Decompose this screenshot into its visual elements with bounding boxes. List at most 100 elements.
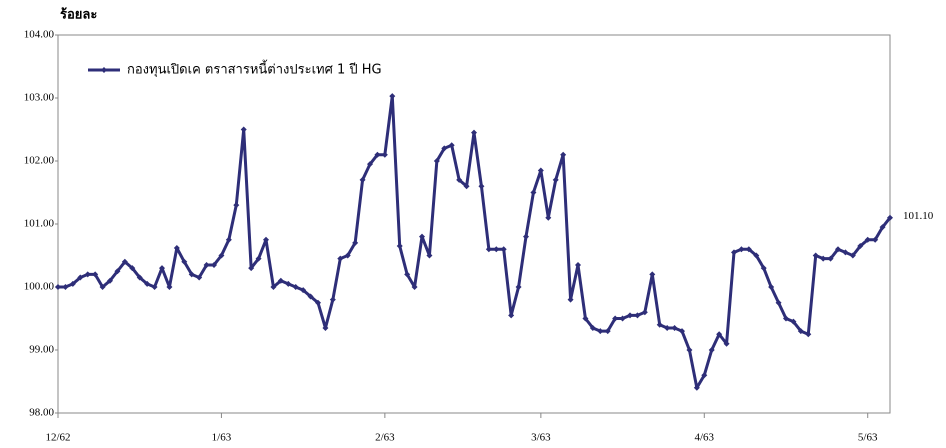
legend-marker bbox=[101, 67, 107, 73]
point-marker bbox=[166, 284, 173, 290]
point-marker bbox=[107, 277, 113, 284]
point-marker bbox=[493, 246, 500, 253]
point-marker bbox=[315, 299, 321, 306]
point-marker bbox=[745, 246, 752, 253]
point-marker bbox=[716, 331, 723, 338]
point-marker bbox=[619, 315, 626, 322]
point-marker bbox=[515, 284, 522, 290]
point-marker bbox=[240, 126, 247, 133]
point-marker bbox=[790, 318, 797, 325]
plot-frame bbox=[57, 34, 891, 414]
x-tick-label: 5/63 bbox=[858, 432, 878, 444]
point-marker bbox=[634, 312, 641, 319]
point-marker bbox=[523, 233, 529, 240]
point-marker bbox=[879, 224, 886, 231]
point-marker bbox=[708, 347, 715, 353]
point-marker bbox=[575, 261, 581, 268]
x-tick-label: 12/62 bbox=[45, 432, 70, 444]
x-tick-label: 1/63 bbox=[212, 432, 232, 444]
point-marker bbox=[857, 243, 864, 250]
point-marker bbox=[233, 202, 240, 209]
point-marker bbox=[842, 249, 849, 256]
point-marker bbox=[114, 268, 121, 275]
point-marker bbox=[136, 274, 143, 281]
point-marker bbox=[463, 183, 470, 190]
point-marker bbox=[181, 258, 188, 265]
y-tick-label: 101.00 bbox=[24, 218, 55, 230]
point-marker bbox=[448, 142, 455, 149]
point-marker bbox=[560, 151, 567, 158]
point-marker bbox=[218, 252, 225, 259]
point-marker bbox=[441, 145, 448, 152]
point-marker bbox=[478, 183, 485, 190]
point-marker bbox=[887, 214, 893, 221]
point-marker bbox=[679, 328, 685, 335]
x-tick-label: 2/63 bbox=[375, 432, 395, 444]
point-marker bbox=[359, 176, 366, 183]
point-marker bbox=[270, 284, 277, 290]
point-marker bbox=[263, 236, 269, 243]
point-marker bbox=[738, 246, 745, 253]
point-marker bbox=[55, 284, 61, 290]
point-marker bbox=[508, 312, 515, 319]
point-marker bbox=[768, 284, 775, 290]
point-marker bbox=[173, 244, 180, 251]
point-marker bbox=[92, 271, 99, 278]
point-marker bbox=[151, 284, 158, 290]
point-marker bbox=[300, 287, 307, 294]
point-marker bbox=[693, 384, 700, 391]
point-marker bbox=[381, 151, 388, 158]
point-marker bbox=[872, 236, 879, 243]
point-marker bbox=[99, 284, 106, 290]
value-label: 101.10 bbox=[903, 210, 934, 222]
point-marker bbox=[84, 271, 91, 278]
point-marker bbox=[188, 271, 195, 278]
point-marker bbox=[419, 233, 425, 240]
x-tick-label: 3/63 bbox=[531, 432, 551, 444]
point-marker bbox=[337, 255, 344, 262]
point-marker bbox=[567, 296, 574, 303]
point-marker bbox=[656, 321, 663, 328]
point-marker bbox=[411, 284, 418, 290]
point-marker bbox=[849, 252, 856, 259]
point-marker bbox=[612, 315, 619, 322]
point-marker bbox=[686, 347, 693, 353]
point-marker bbox=[129, 265, 136, 272]
point-marker bbox=[805, 331, 812, 338]
y-axis-title: ร้อยละ bbox=[60, 7, 97, 23]
point-marker bbox=[374, 151, 381, 158]
point-marker bbox=[456, 176, 463, 183]
y-tick-label: 99.00 bbox=[29, 344, 54, 356]
point-marker bbox=[627, 312, 633, 319]
series-line bbox=[58, 94, 892, 390]
point-marker bbox=[426, 252, 433, 259]
point-marker bbox=[731, 249, 737, 256]
point-marker bbox=[664, 324, 671, 331]
point-marker bbox=[196, 274, 203, 281]
point-marker bbox=[641, 309, 648, 316]
point-marker bbox=[69, 280, 76, 287]
point-marker bbox=[485, 246, 492, 253]
point-marker bbox=[396, 243, 403, 250]
point-marker bbox=[649, 271, 656, 278]
point-marker bbox=[820, 255, 827, 262]
point-marker bbox=[352, 239, 359, 246]
point-marker bbox=[121, 258, 128, 265]
point-marker bbox=[760, 265, 767, 272]
point-marker bbox=[285, 280, 292, 287]
point-marker bbox=[783, 315, 789, 322]
point-marker bbox=[552, 176, 559, 183]
point-marker bbox=[344, 252, 351, 259]
point-marker bbox=[292, 284, 299, 290]
point-marker bbox=[159, 265, 165, 272]
point-marker bbox=[723, 340, 730, 347]
point-marker bbox=[812, 252, 819, 259]
point-marker bbox=[225, 236, 232, 243]
point-marker bbox=[329, 296, 336, 303]
point-marker bbox=[753, 252, 760, 259]
point-marker bbox=[248, 265, 255, 272]
y-tick-label: 100.00 bbox=[24, 281, 55, 293]
point-marker bbox=[582, 315, 589, 322]
point-marker bbox=[545, 214, 552, 221]
point-marker bbox=[277, 277, 284, 284]
